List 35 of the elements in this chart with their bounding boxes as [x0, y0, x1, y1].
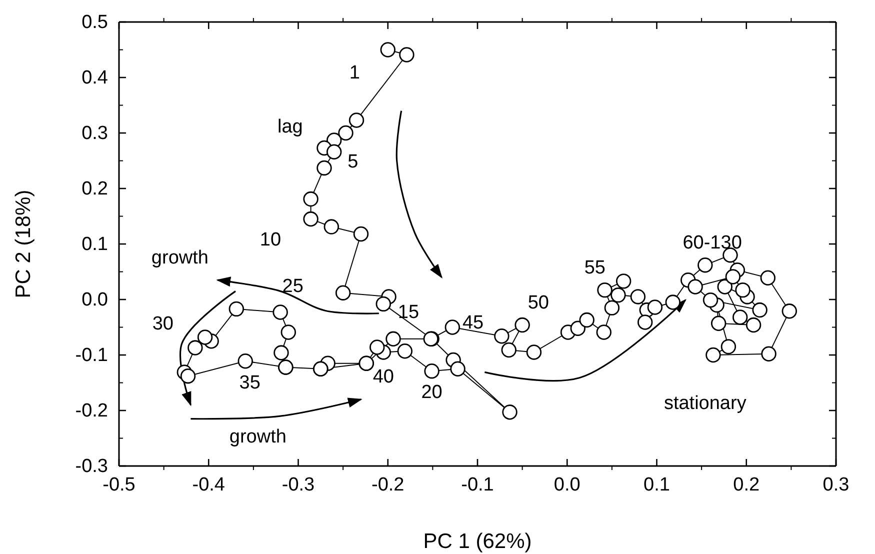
x-tick-label: 0.1 [644, 474, 670, 496]
y-axis-title: PC 2 (18%) [12, 190, 35, 298]
x-tick-label: 0.2 [733, 474, 760, 496]
annotation: 20 [421, 382, 442, 404]
annotation: stationary [664, 392, 747, 414]
annotation: 35 [239, 372, 260, 394]
y-tick-label: 0.4 [82, 68, 108, 89]
x-tick-label: 0.3 [822, 474, 850, 496]
x-tick-label: -0.3 [282, 474, 315, 496]
annotation: 5 [348, 151, 358, 172]
y-tick-label: 0.5 [82, 12, 108, 34]
y-tick-label: 0.2 [82, 178, 108, 200]
annotation: 1 [349, 62, 360, 84]
annotation: 45 [462, 312, 484, 334]
annotation: 60-130 [682, 232, 742, 254]
y-tick-label: 0.1 [82, 234, 108, 256]
annotation: 50 [528, 292, 550, 314]
annotation: 40 [372, 366, 394, 388]
y-tick-label: 0.3 [82, 123, 108, 144]
annotation: 15 [398, 302, 420, 323]
y-tick-label: 0.0 [82, 290, 108, 311]
x-tick-label: 0.0 [554, 474, 580, 496]
annotation: 25 [282, 276, 304, 298]
x-tick-label: -0.1 [461, 474, 494, 496]
annotation: 55 [584, 257, 606, 278]
x-tick-label: -0.2 [372, 474, 404, 496]
y-tick-label: -0.2 [75, 400, 108, 422]
annotation: 10 [260, 230, 282, 251]
annotation: 30 [152, 313, 174, 334]
annotation: lag [278, 116, 303, 138]
x-axis-title: PC 1 (62%) [423, 530, 532, 553]
annotation: growth [151, 247, 208, 268]
annotation: growth [229, 426, 286, 448]
y-tick-label: -0.1 [75, 345, 108, 366]
x-tick-label: -0.4 [192, 474, 226, 496]
